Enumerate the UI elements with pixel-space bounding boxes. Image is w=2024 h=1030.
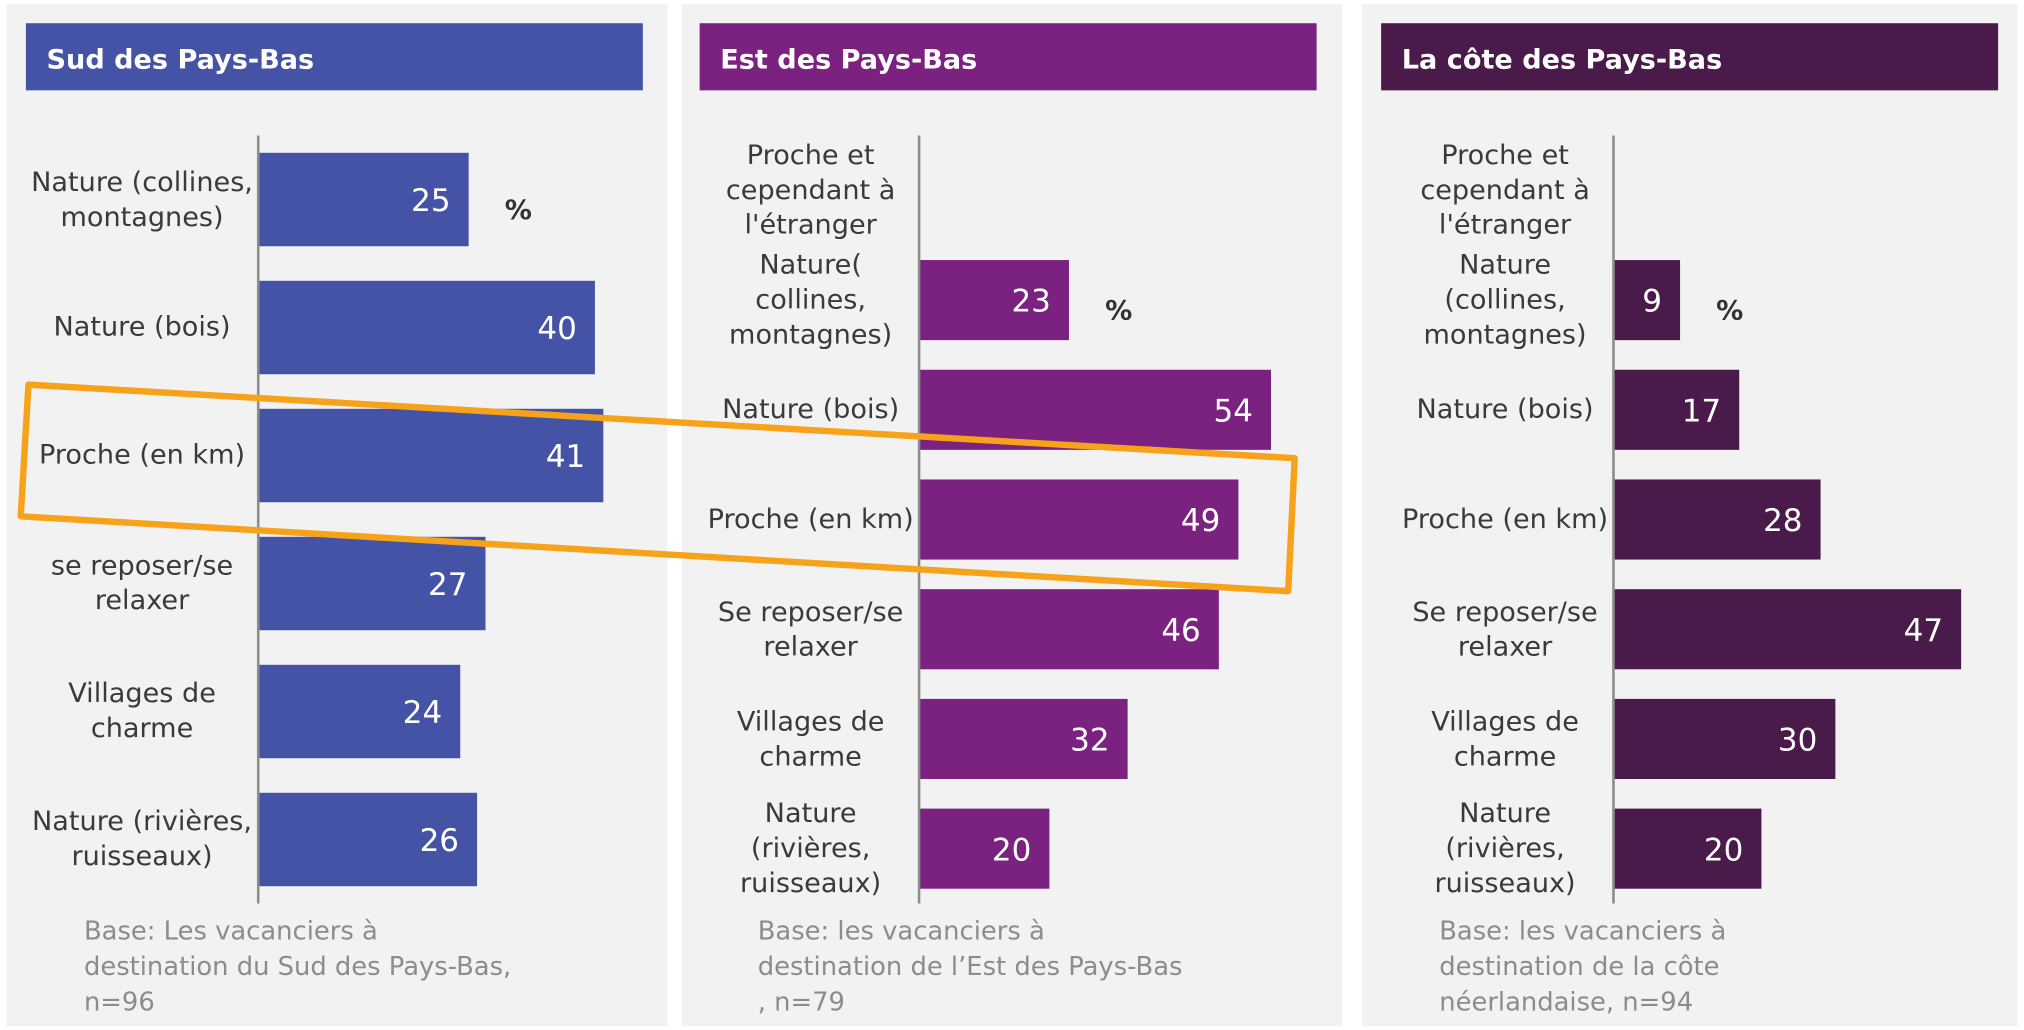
footnote: n=96	[84, 988, 155, 1018]
y-tick-label-box: Nature (bois)	[1416, 393, 1594, 425]
y-tick-label-box: Nature (bois)	[722, 393, 900, 425]
y-tick-label-box: Se reposer/se relaxer	[1412, 595, 1598, 662]
value-label: 9	[1642, 284, 1662, 320]
chart-title: Sud des Pays-Bas	[47, 44, 315, 75]
y-tick-label-box: Nature (collines, montagnes)	[1423, 249, 1587, 350]
footnote: destination de l’Est des Pays-Bas	[758, 952, 1183, 982]
footnote: destination du Sud des Pays-Bas,	[84, 952, 511, 982]
bar	[1613, 260, 1681, 341]
value-label: 49	[1181, 503, 1220, 539]
y-tick-label: Nature (rivières, ruisseaux)	[32, 805, 253, 872]
value-label: 46	[1161, 613, 1200, 649]
y-tick-label: Se reposer/se relaxer	[717, 595, 904, 662]
y-tick-label: Nature (collines, montagnes)	[1423, 249, 1587, 350]
y-tick-label-box: Se reposer/se relaxer	[717, 595, 904, 662]
y-tick-label: Nature (bois)	[53, 311, 231, 343]
bar	[919, 260, 1069, 341]
y-tick-label: Villages de charme	[1431, 705, 1579, 772]
value-label: 30	[1778, 723, 1817, 759]
y-tick-label: Proche et cependant à l'étranger	[1420, 139, 1590, 241]
value-label: 40	[537, 311, 576, 347]
y-tick-label-box: Proche (en km)	[1402, 503, 1609, 535]
y-tick-label-box: Nature (bois)	[53, 311, 231, 343]
bar	[1613, 369, 1740, 450]
bar	[258, 280, 595, 375]
value-label: 20	[992, 832, 1031, 868]
value-label: 54	[1213, 393, 1252, 429]
y-tick-label-box: Villages de charme	[68, 677, 216, 744]
value-label: 17	[1682, 393, 1721, 429]
header-bar	[1381, 23, 1999, 91]
y-tick-label-box: Proche (en km)	[38, 439, 246, 471]
value-label: 27	[428, 567, 467, 603]
unit-label: %	[1105, 295, 1132, 326]
bar	[919, 589, 1219, 670]
value-label: 41	[546, 439, 585, 475]
footnote: , n=79	[758, 988, 845, 1018]
y-tick-label-box: Proche (en km)	[707, 503, 914, 535]
y-tick-label-box: Proche et cependant à l'étranger	[725, 139, 896, 241]
y-tick-label: Proche (en km)	[707, 503, 914, 535]
bar	[919, 479, 1239, 560]
bar	[919, 808, 1050, 889]
y-tick-label: Nature (collines, montagnes)	[31, 165, 253, 232]
y-tick-label: Nature (rivières, ruisseaux)	[740, 797, 882, 899]
value-label: 23	[1011, 284, 1050, 320]
value-label: 24	[403, 695, 442, 731]
y-tick-label: Nature( collines, montagnes)	[729, 249, 893, 350]
highlight-box	[17, 381, 1298, 595]
bar	[1613, 698, 1836, 779]
value-label: 20	[1704, 832, 1743, 868]
footnote: Base: Les vacanciers à	[84, 917, 378, 947]
y-tick-label: Proche et cependant à l'étranger	[725, 139, 896, 241]
bar	[258, 664, 461, 759]
bar	[919, 369, 1271, 450]
bar	[258, 792, 478, 887]
y-tick-label-box: Nature( collines, montagnes)	[729, 249, 893, 350]
value-label: 28	[1763, 503, 1802, 539]
bar	[258, 408, 604, 503]
footnote: destination de la côte	[1439, 952, 1719, 982]
y-tick-label-box: Villages de charme	[1431, 705, 1579, 772]
y-tick-label-box: Nature (rivières, ruisseaux)	[740, 797, 882, 899]
y-tick-label: Nature (rivières, ruisseaux)	[1434, 797, 1576, 899]
bar	[919, 698, 1128, 779]
y-tick-label-box: Nature (collines, montagnes)	[31, 165, 253, 232]
y-tick-label: Nature (bois)	[722, 393, 900, 425]
bar	[1613, 808, 1762, 889]
y-tick-label-box: Villages de charme	[736, 705, 885, 772]
bar	[1613, 589, 1962, 670]
bar	[258, 152, 469, 247]
value-label: 25	[411, 183, 450, 219]
y-tick-label: Proche (en km)	[38, 439, 246, 471]
y-tick-label: Villages de charme	[68, 677, 216, 744]
chart-title: La côte des Pays-Bas	[1402, 44, 1722, 75]
y-tick-label: se reposer/se relaxer	[50, 549, 234, 616]
unit-label: %	[1716, 295, 1743, 326]
header-bar	[25, 23, 643, 91]
y-tick-label: Se reposer/se relaxer	[1412, 595, 1598, 662]
footnote: néerlandaise, n=94	[1439, 988, 1693, 1018]
y-tick-label: Proche (en km)	[1402, 503, 1609, 535]
unit-label: %	[505, 195, 532, 226]
bar	[1613, 479, 1821, 560]
y-tick-label: Villages de charme	[736, 705, 885, 772]
chart-title: Est des Pays-Bas	[720, 44, 977, 75]
footnote: Base: les vacanciers à	[1439, 917, 1726, 947]
y-tick-label-box: se reposer/se relaxer	[50, 549, 234, 616]
y-tick-label-box: Nature (rivières, ruisseaux)	[32, 805, 253, 872]
bar	[258, 536, 486, 631]
value-label: 47	[1904, 613, 1943, 649]
header-bar	[699, 23, 1317, 91]
footnote: Base: les vacanciers à	[758, 917, 1045, 947]
y-tick-label: Nature (bois)	[1416, 393, 1594, 425]
y-tick-label-box: Nature (rivières, ruisseaux)	[1434, 797, 1576, 899]
value-label: 26	[420, 823, 459, 859]
value-label: 32	[1070, 723, 1109, 759]
y-tick-label-box: Proche et cependant à l'étranger	[1420, 139, 1590, 241]
